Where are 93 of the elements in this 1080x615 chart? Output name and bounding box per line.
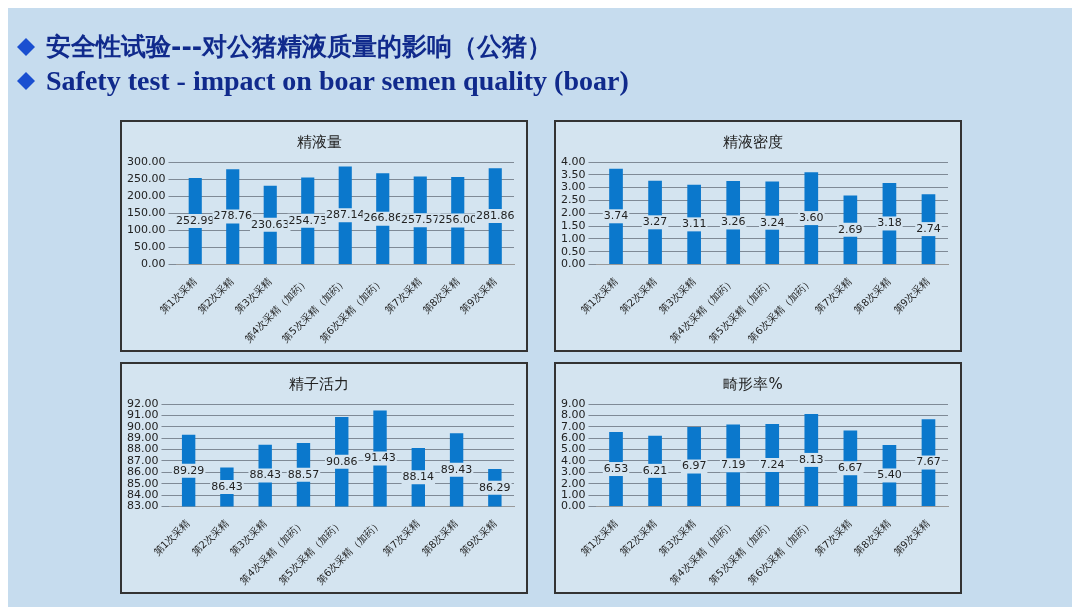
text: Safety test - impact on boar semen quality (boar) [46,65,629,97]
data-label: 6.67 [838,461,863,475]
y-tick-label: 8.00 [560,408,586,422]
y-tick-label: 86.00 [126,465,159,479]
x-tick-label: 第8次采精 [419,517,460,558]
x-tick-label: 第7次采精 [813,275,854,316]
y-tick-label: 1.50 [560,218,586,232]
data-label: 86.29 [479,480,511,494]
y-tick-label: 100.00 [126,223,166,237]
data-label: 91.43 [364,451,396,465]
y-tick-label: 2.50 [560,193,586,207]
y-tick-label: 7.00 [560,419,586,433]
x-tick-label: 第2次采精 [617,517,659,558]
data-label: 88.43 [249,468,281,482]
x-tick-label: 第8次采精 [852,517,893,558]
x-tick-label: 第2次采精 [617,275,659,316]
data-label: 8.13 [799,452,824,466]
x-tick-label: 第9次采精 [457,517,499,558]
data-label: 230.63 [250,217,290,231]
y-tick-label: 9.00 [560,396,586,410]
chart-title: 畸形率% [723,374,783,393]
data-label: 257.57 [401,213,440,227]
data-label: 2.74 [916,221,941,235]
data-label: 287.14 [325,208,365,222]
y-tick-label: 50.00 [133,240,166,254]
data-label: 7.24 [760,457,785,471]
y-tick-label: 3.50 [560,167,586,181]
data-label: 6.97 [681,459,707,473]
y-tick-label: 90.00 [126,419,159,433]
chart-title: 精子活力 [289,374,349,393]
data-label: 3.18 [877,216,902,230]
chart-title: 精液量 [296,132,342,151]
data-label: 3.27 [642,215,668,229]
x-tick-label: 第7次采精 [380,517,422,558]
x-tick-label: 第1次采精 [578,517,620,558]
x-tick-label: 第9次采精 [891,517,932,558]
y-tick-label: 3.00 [560,180,586,194]
data-label: 6.53 [603,461,629,475]
x-tick-label: 第1次采精 [157,275,199,316]
y-tick-label: 200.00 [126,189,166,203]
data-label: 3.11 [681,217,707,231]
y-tick-label: 150.00 [126,206,166,220]
data-label: 3.24 [760,215,785,229]
x-tick-label: 第1次采精 [578,275,620,316]
y-tick-label: 6.00 [560,431,586,445]
x-tick-label: 第7次采精 [382,275,424,316]
data-label: 3.74 [603,209,629,223]
y-tick-label: 0.00 [560,257,586,271]
y-tick-label: 85.00 [126,476,159,490]
y-tick-label: 4.00 [560,453,586,467]
x-tick-label: 第1次采精 [151,517,192,558]
y-tick-label: 88.00 [126,442,159,456]
data-label: 266.86 [363,211,402,225]
y-tick-label: 5.00 [560,442,586,456]
y-tick-label: 84.00 [126,487,159,501]
y-tick-label: 1.00 [560,231,586,245]
y-tick-label: 89.00 [126,431,159,445]
data-label: 3.60 [799,210,824,224]
y-tick-label: 3.00 [560,465,586,479]
data-label: 89.29 [172,463,205,477]
y-tick-label: 300.00 [126,154,166,168]
data-label: 6.21 [642,463,668,477]
y-tick-label: 0.00 [140,257,166,271]
data-label: 5.40 [877,468,902,482]
x-tick-label: 第2次采精 [189,517,231,558]
data-label: 88.14 [402,470,435,484]
text: 安全性试验---对公猪精液质量的影响（公猪） [46,31,553,63]
data-label: 3.26 [720,215,746,229]
y-tick-label: 92.00 [126,396,159,410]
y-tick-label: 1.00 [560,487,586,501]
y-tick-label: 4.00 [560,154,586,168]
data-label: 281.86 [476,208,515,222]
y-tick-label: 0.50 [560,244,586,258]
data-label: 86.43 [211,479,243,493]
y-tick-label: 87.00 [126,453,159,467]
data-label: 90.86 [326,454,358,468]
data-label: 88.57 [287,467,320,481]
y-tick-label: 2.00 [560,476,586,490]
y-tick-label: 91.00 [126,408,159,422]
x-tick-label: 第9次采精 [891,275,932,316]
y-tick-label: 2.00 [560,206,586,220]
data-label: 7.19 [720,458,746,472]
x-tick-label: 第8次采精 [852,275,893,316]
data-label: 7.67 [916,455,941,469]
chart-title: 精液密度 [723,132,783,151]
y-tick-label: 0.00 [560,499,586,513]
x-tick-label: 第7次采精 [813,517,854,558]
data-label: 89.43 [440,462,473,476]
y-tick-label: 250.00 [126,171,166,185]
data-label: 278.76 [213,209,252,223]
data-label: 2.69 [838,222,863,236]
y-tick-label: 83.00 [126,499,159,513]
data-label: 252.99 [175,213,215,227]
